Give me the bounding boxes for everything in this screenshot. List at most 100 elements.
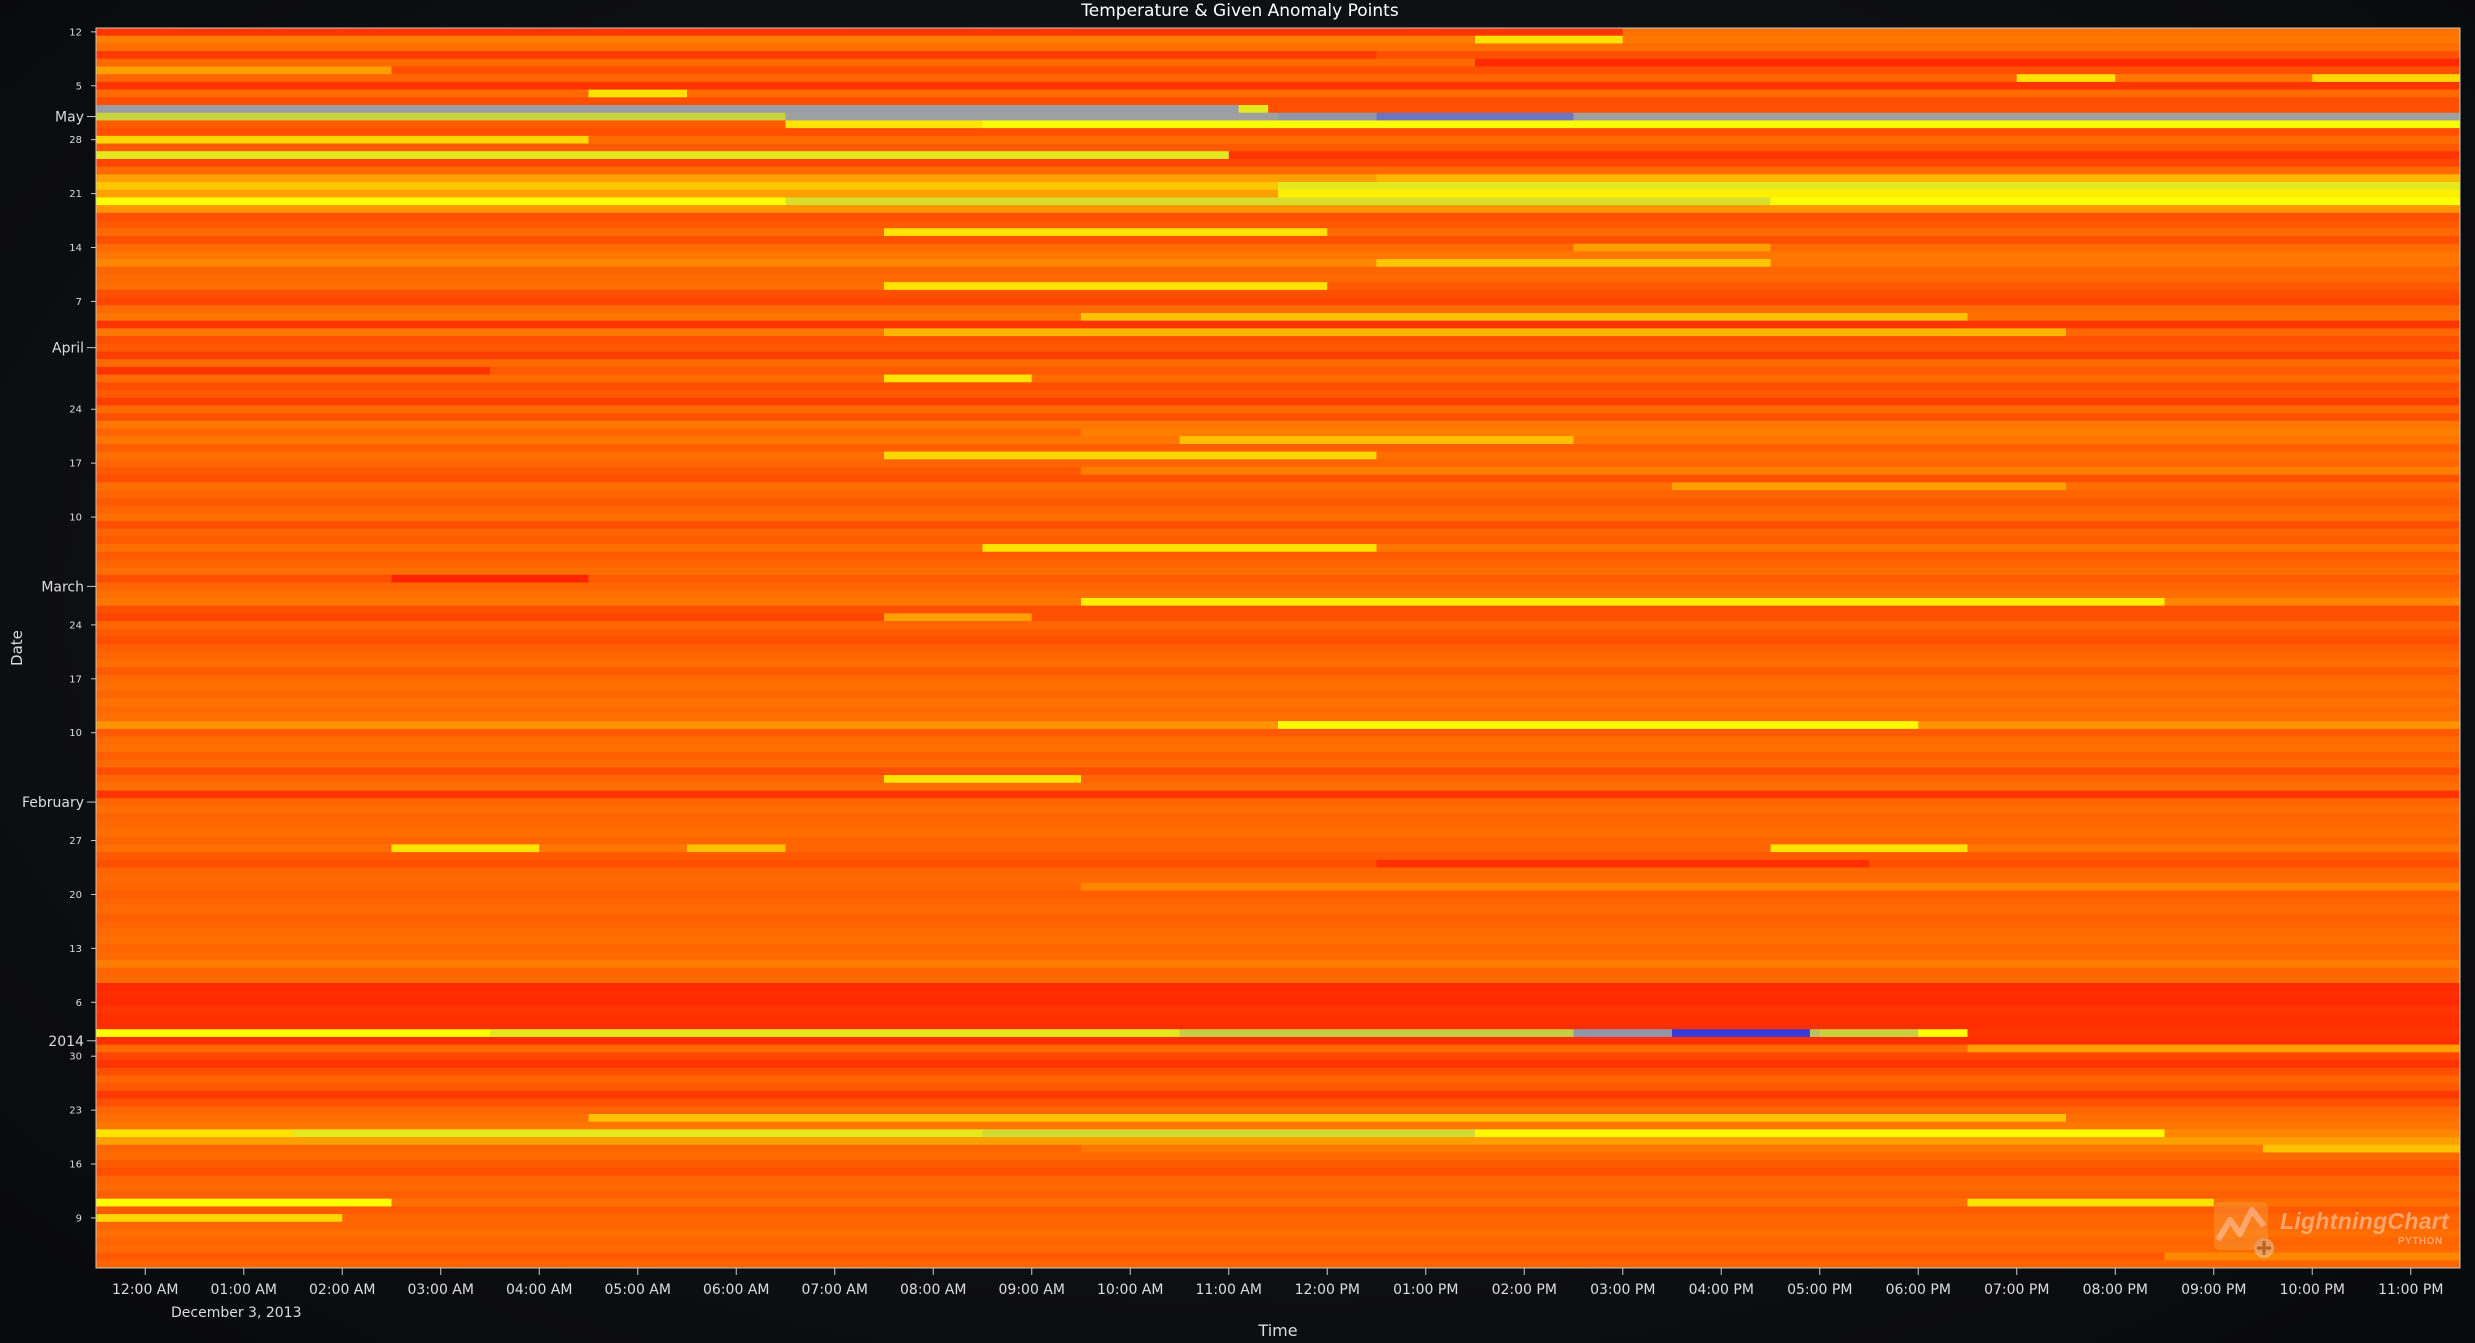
heatmap-cell [96,813,2460,822]
heatmap-cell [96,520,2460,530]
heatmap-cell [96,767,2460,776]
heatmap-cell [96,259,1378,268]
heatmap-cell [96,1036,2460,1046]
heatmap-cell [96,998,2460,1007]
heatmap-cell [1475,35,1624,44]
heatmap-row [96,336,2460,345]
heatmap-cell [1967,1198,2215,1207]
heatmap-cell [1573,112,2460,122]
heatmap-cell [96,636,2460,645]
heatmap-cell [2066,482,2460,491]
heatmap-cell [96,467,1082,476]
heatmap-row [96,1137,2460,1146]
heatmap-row [96,990,2460,1000]
heatmap-cell [96,1090,2460,1100]
heatmap-row [96,497,2460,507]
heatmap-row [96,590,2460,599]
heatmap-cell [1081,428,2460,437]
heatmap-row [96,1221,2460,1231]
heatmap-row [96,520,2460,530]
heatmap-cell [96,197,787,206]
heatmap-row [96,1121,2460,1130]
heatmap-cell [982,120,2460,129]
y-minor-tick-label: 6 [76,998,82,1009]
heatmap-row [96,567,2460,576]
heatmap-row [96,790,2460,799]
heatmap-cell [96,112,787,122]
heatmap-row [96,844,2460,853]
heatmap-cell [96,205,2460,214]
heatmap-cell [1918,721,2460,730]
y-minor-tick-label: 24 [69,405,82,416]
heatmap-cell [96,798,2460,807]
heatmap-cell [884,282,1328,291]
heatmap-cell [2164,1252,2460,1261]
heatmap-row [96,43,2460,52]
y-major-tick-label: April [52,341,84,357]
heatmap-row [96,1214,2460,1223]
heatmap-cell [96,805,2460,815]
heatmap-cell [1081,882,2460,892]
x-tick-label: 06:00 PM [1886,1282,1951,1298]
heatmap-cell [96,1121,2460,1130]
y-minor-tick-label: 17 [69,674,82,685]
y-minor-tick-label: 24 [69,620,82,631]
heatmap-row [96,659,2460,668]
heatmap-row [96,66,2460,75]
heatmap-row [96,343,2460,353]
y-major-tick-label: February [22,795,84,811]
heatmap-cell [96,120,787,129]
heatmap-cell [96,775,885,784]
heatmap-cell [2164,1129,2460,1138]
heatmap-cell [96,1006,2460,1015]
heatmap-cell [96,1183,2460,1192]
heatmap-cell [982,1129,1476,1138]
heatmap-cell [96,305,2460,314]
heatmap-cell [96,1044,1969,1053]
heatmap-cell [539,844,688,853]
heatmap-cell [96,1129,294,1138]
heatmap-row [96,297,2460,306]
heatmap-row [96,1167,2460,1177]
heatmap-row [96,1206,2460,1215]
heatmap-cell [96,1175,2460,1184]
heatmap-cell [588,135,2460,145]
heatmap-row [96,751,2460,761]
heatmap-row [96,1075,2460,1084]
heatmap-row [96,1198,2460,1207]
heatmap-cell [1376,544,2460,553]
x-tick-label: 11:00 AM [1196,1282,1262,1298]
heatmap-cell [96,228,885,237]
heatmap-row [96,713,2460,722]
heatmap-cell [96,913,2460,923]
heatmap-cell [785,120,984,129]
x-tick-label: 04:00 PM [1689,1282,1754,1298]
heatmap-cell [884,328,2067,337]
heatmap-row [96,775,2460,784]
heatmap-row [96,58,2460,68]
heatmap-cell [96,1190,2460,1200]
heatmap-row [96,235,2460,245]
heatmap-cell [96,597,1082,607]
heatmap-cell [1238,105,1269,114]
heatmap-cell [96,621,2460,630]
x-axis-label: Time [1257,1321,1297,1340]
heatmap-cell [96,859,1378,869]
y-minor-tick-label: 21 [69,189,82,200]
heatmap-row [96,143,2460,152]
heatmap-cell [490,1029,1181,1038]
heatmap-cell [1376,859,1870,869]
y-minor-tick-label: 10 [69,728,82,739]
heatmap-row [96,397,2460,406]
heatmap-cell [1327,228,2460,237]
heatmap-cell [96,28,1624,37]
heatmap-cell [96,66,393,75]
heatmap-cell [96,1113,590,1123]
heatmap-cell [96,328,885,337]
y-major-tick-label: 2014 [48,1034,84,1050]
heatmap-cell [96,174,1378,183]
heatmap-row [96,890,2460,899]
heatmap-row [96,913,2460,923]
heatmap-row [96,859,2460,869]
heatmap-cell [96,182,1279,191]
